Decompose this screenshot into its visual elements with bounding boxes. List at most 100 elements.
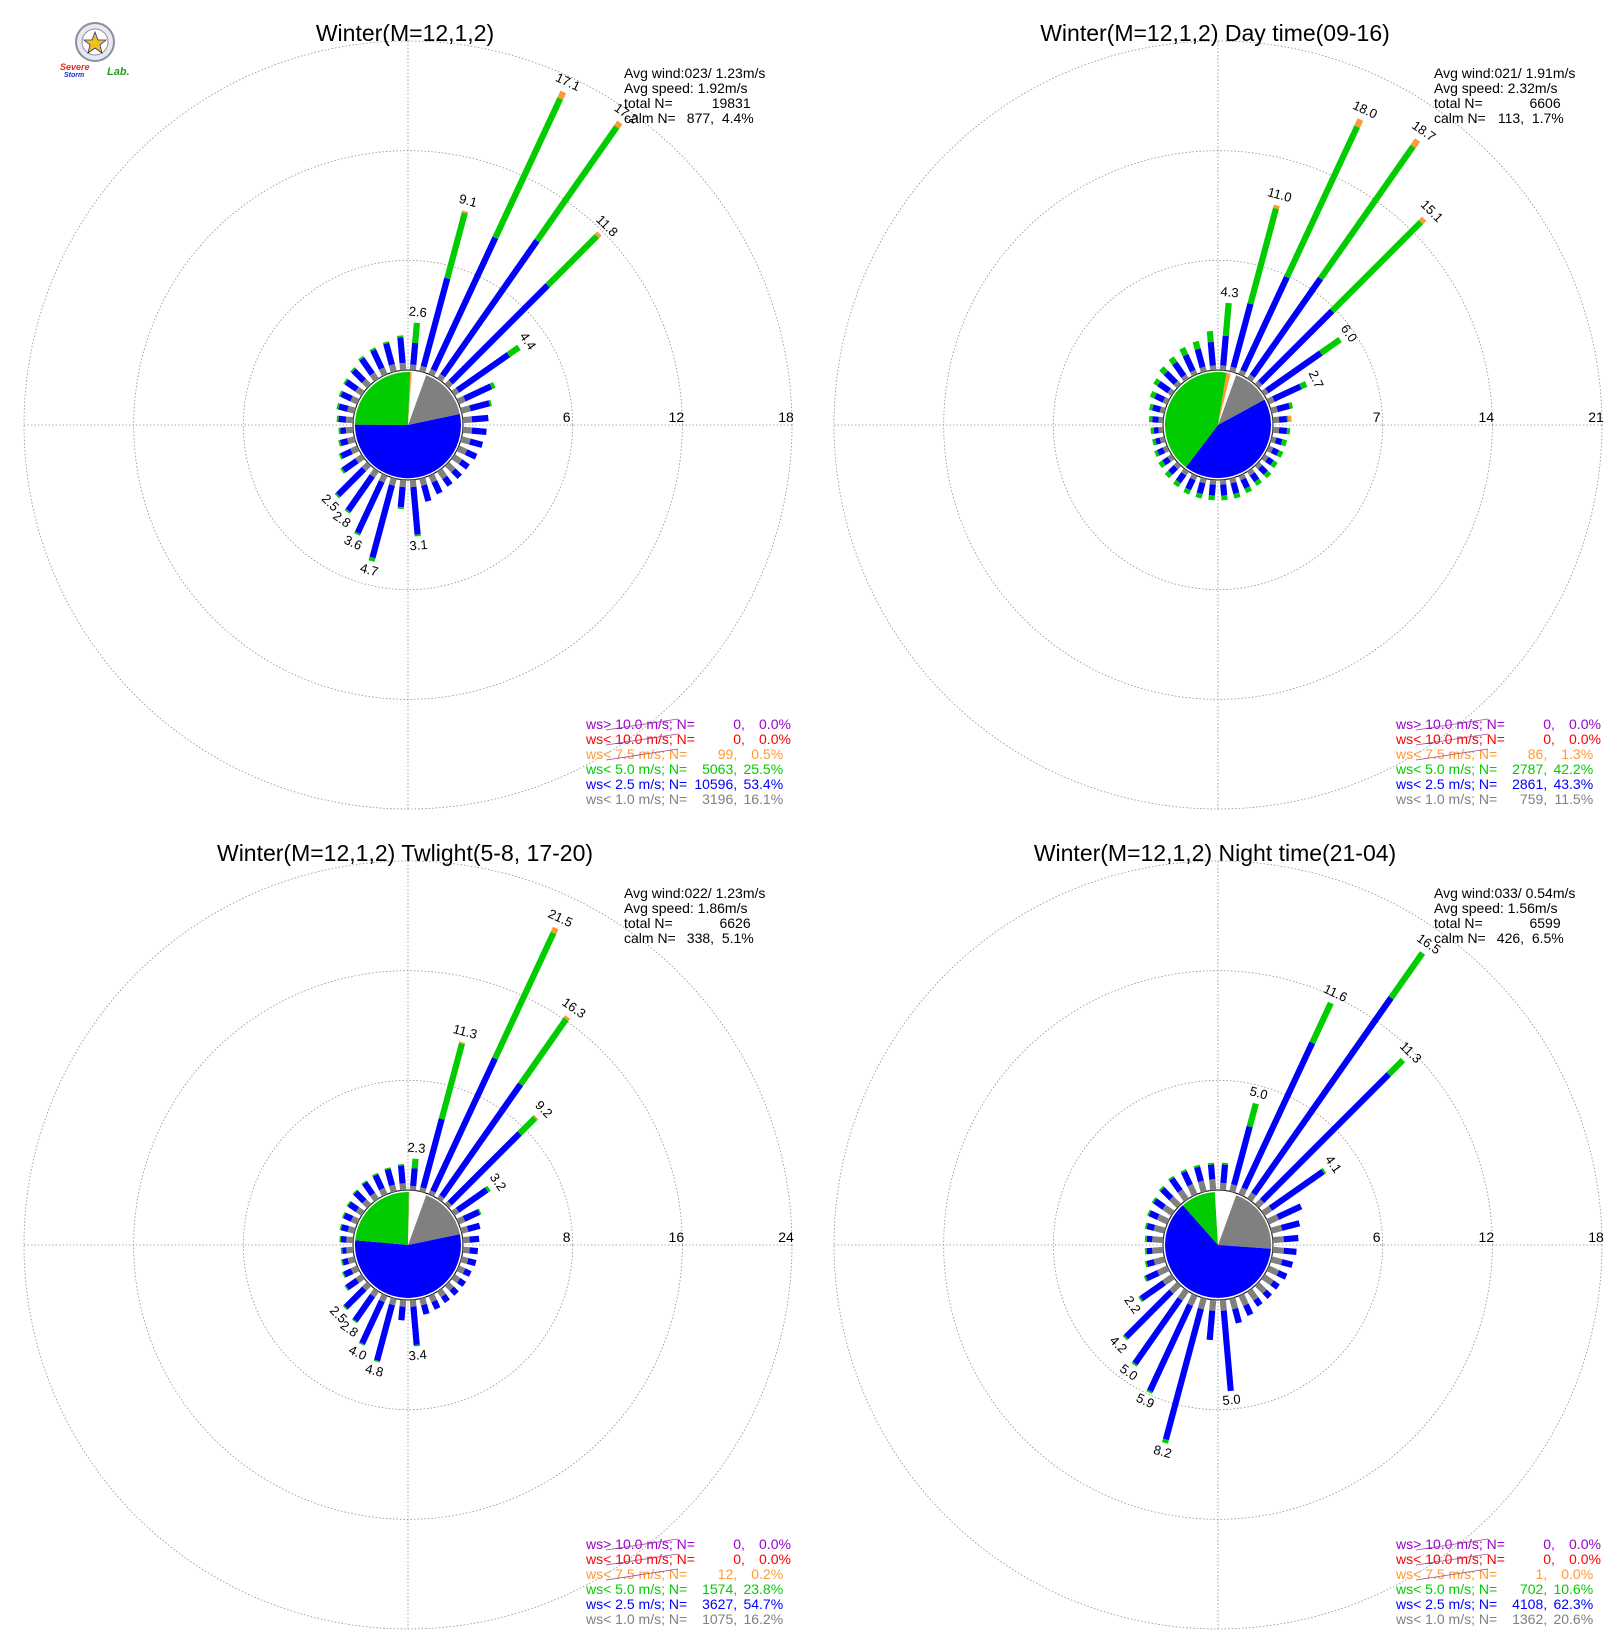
sector-bar-125-ws_lt_1_0 <box>451 454 463 465</box>
legend-label: ws< 5.0 m/s; N= <box>586 1581 688 1597</box>
stats-value: 6606 <box>1529 95 1561 111</box>
sector-bar-45-ws_lt_5_0 <box>1386 1057 1406 1077</box>
sector-bar-195-ws_lt_5_0 <box>368 556 376 562</box>
sector-bar-285-ws_lt_1_0 <box>347 405 356 414</box>
sector-bar-295-ws_lt_1_0 <box>350 1216 360 1225</box>
legend-row: ws< 7.5 m/s; N= 86, 1.3% <box>1396 747 1601 762</box>
sector-label: 9.1 <box>457 191 478 210</box>
legend-percent: 62.3% <box>1553 1596 1594 1612</box>
sector-bar-305-ws_lt_5_0 <box>346 1200 352 1207</box>
sector-bar-15-ws_lt_2_5 <box>1231 1125 1253 1186</box>
sector-bar-285-ws_lt_5_0 <box>336 403 340 410</box>
center-pie-slice-calm <box>1214 1192 1237 1245</box>
sector-bar-315-ws_lt_1_0 <box>1173 380 1182 389</box>
legend-count: 0, <box>733 1536 745 1552</box>
sector-label: 2.7 <box>1306 368 1327 391</box>
sector-bar-5-ws_lt_1_0 <box>1219 365 1227 371</box>
stats-label: Avg speed: <box>624 900 694 916</box>
legend-strike-line <box>1416 1538 1488 1551</box>
sector-bar-115-ws_lt_5_0 <box>1276 450 1284 458</box>
legend-percent: 10.6% <box>1553 1581 1594 1597</box>
sector-label: 8.2 <box>1152 1442 1173 1461</box>
sector-bar-165-ws_lt_2_5 <box>421 484 432 502</box>
stats-value: 023/ 1.23m/s <box>684 65 766 81</box>
speed-legend: ws> 10.0 m/s; N= 0, 0.0% ws< 10.0 m/s; N= 0,… <box>586 717 791 807</box>
sector-bar-295-ws_lt_2_5 <box>343 1212 354 1222</box>
sector-bar-35-ws_lt_1_0 <box>1247 1192 1257 1202</box>
sector-bar-225-ws_lt_2_5 <box>335 466 367 498</box>
stats-value: 022/ 1.23m/s <box>684 885 766 901</box>
sector-bar-35-ws_lt_7_5 <box>1410 138 1421 149</box>
sector-bar-205-ws_lt_1_0 <box>378 473 388 483</box>
sector-bar-75-ws_lt_2_5 <box>469 400 491 412</box>
sector-bar-5-ws_lt_5_0 <box>1222 302 1232 337</box>
legend-row: ws> 10.0 m/s; N= 0, 0.0% <box>1396 1537 1601 1552</box>
stats-row: calm N= 877, 4.4% <box>624 111 765 126</box>
legend-strike-line <box>1416 718 1488 731</box>
sector-bar-205-ws_lt_1_0 <box>1187 1293 1198 1307</box>
sector-bar-165-ws_lt_1_0 <box>419 477 428 486</box>
sector-bar-265-ws_lt_1_0 <box>1152 1246 1164 1254</box>
sector-bar-75-ws_lt_2_5 <box>466 1222 481 1232</box>
sector-bar-245-ws_lt_2_5 <box>343 1268 354 1278</box>
grid-ring <box>242 1079 574 1411</box>
legend-percent: 20.6% <box>1553 1611 1594 1627</box>
sector-bar-355-ws_lt_5_0 <box>1206 330 1214 343</box>
legend-row: ws< 10.0 m/s; N= 0, 0.0% <box>586 1552 791 1567</box>
sector-bar-165-ws_lt_2_5 <box>1232 1307 1242 1324</box>
sector-bar-65-ws_lt_1_0 <box>456 395 466 405</box>
sector-bar-55-ws_lt_2_5 <box>1268 1169 1325 1211</box>
sector-bar-125-ws_lt_1_0 <box>451 1274 461 1283</box>
sector-bar-105-ws_lt_1_0 <box>460 1256 469 1264</box>
legend-count: 0, <box>1543 1536 1555 1552</box>
sector-bar-235-ws_lt_2_5 <box>341 458 359 473</box>
sector-bar-325-ws_lt_1_0 <box>370 1192 379 1202</box>
sector-bar-205-ws_lt_5_0 <box>354 531 361 536</box>
sector-bar-85-ws_lt_2_5 <box>469 1235 480 1243</box>
legend-label: ws< 5.0 m/s; N= <box>586 761 688 777</box>
sector-bar-295-ws_lt_5_0 <box>338 390 343 397</box>
center-pie-slice-ws_lt_1_0 <box>1218 1195 1272 1249</box>
sector-bar-15-ws_lt_2_5 <box>420 277 451 368</box>
sector-bar-115-ws_lt_1_0 <box>1266 1265 1280 1276</box>
sector-bar-175-ws_lt_5_0 <box>1221 495 1228 501</box>
legend-percent: 0.0% <box>759 1551 791 1567</box>
sector-bar-25-ws_lt_2_5 <box>1240 275 1290 373</box>
legend-count: 86, <box>1527 746 1548 762</box>
sector-bar-135-ws_lt_2_5 <box>451 468 462 479</box>
sector-bar-235-ws_lt_5_0 <box>1158 460 1166 469</box>
sector-bar-25-ws_lt_2_5 <box>430 236 499 372</box>
sector-bar-85-ws_lt_2_5 <box>1283 1234 1299 1243</box>
sector-label: 4.0 <box>346 1342 369 1363</box>
stats-block: Avg wind:022/ 1.23m/s Avg speed: 1.86m/s t… <box>624 886 765 946</box>
sector-bar-225-ws_lt_1_0 <box>1169 1281 1182 1294</box>
center-pie-slice-ws_lt_5_0 <box>355 1191 409 1245</box>
sector-bar-45-ws_lt_5_0 <box>517 1115 538 1136</box>
sector-bar-25-ws_lt_1_0 <box>428 1190 436 1197</box>
sector-bar-315-ws_lt_1_0 <box>1169 1196 1182 1209</box>
sector-bar-105-ws_lt_2_5 <box>469 438 484 448</box>
center-pie-slice-calm <box>408 372 427 425</box>
sector-bar-175-ws_lt_1_0 <box>409 479 417 488</box>
panel-title: Winter(M=12,1,2) <box>315 20 495 46</box>
stats-row: Avg speed: 1.86m/s <box>624 901 765 916</box>
sector-bar-285-ws_lt_2_5 <box>340 1224 350 1232</box>
legend-strike-line <box>606 748 678 761</box>
stats-row: Avg wind:021/ 1.91m/s <box>1434 66 1575 81</box>
radial-tick-label: 6 <box>563 409 571 425</box>
legend-row: ws< 10.0 m/s; N= 0, 0.0% <box>586 732 791 747</box>
sector-bar-275-ws_lt_1_0 <box>1158 416 1164 424</box>
sector-bar-285-ws_lt_5_0 <box>1148 403 1154 411</box>
sector-bar-205-ws_lt_1_0 <box>379 1293 388 1303</box>
legend-label: ws< 2.5 m/s; N= <box>1396 1596 1498 1612</box>
stats-row: Avg wind:033/ 0.54m/s <box>1434 886 1575 901</box>
sector-bar-185-ws_lt_5_0 <box>397 506 404 510</box>
sector-bar-135-ws_lt_1_0 <box>444 1281 454 1291</box>
sector-bar-205-ws_lt_5_0 <box>1146 1389 1153 1394</box>
sector-bar-145-ws_lt_2_5 <box>1253 1297 1263 1307</box>
sector-bar-335-ws_lt_2_5 <box>372 1174 385 1191</box>
sector-bar-15-ws_lt_5_0 <box>1247 207 1279 305</box>
stats-row: total N= 19831 <box>624 96 765 111</box>
sector-bar-355-ws_lt_2_5 <box>397 337 406 364</box>
sector-bar-155-ws_lt_1_0 <box>428 1293 437 1303</box>
